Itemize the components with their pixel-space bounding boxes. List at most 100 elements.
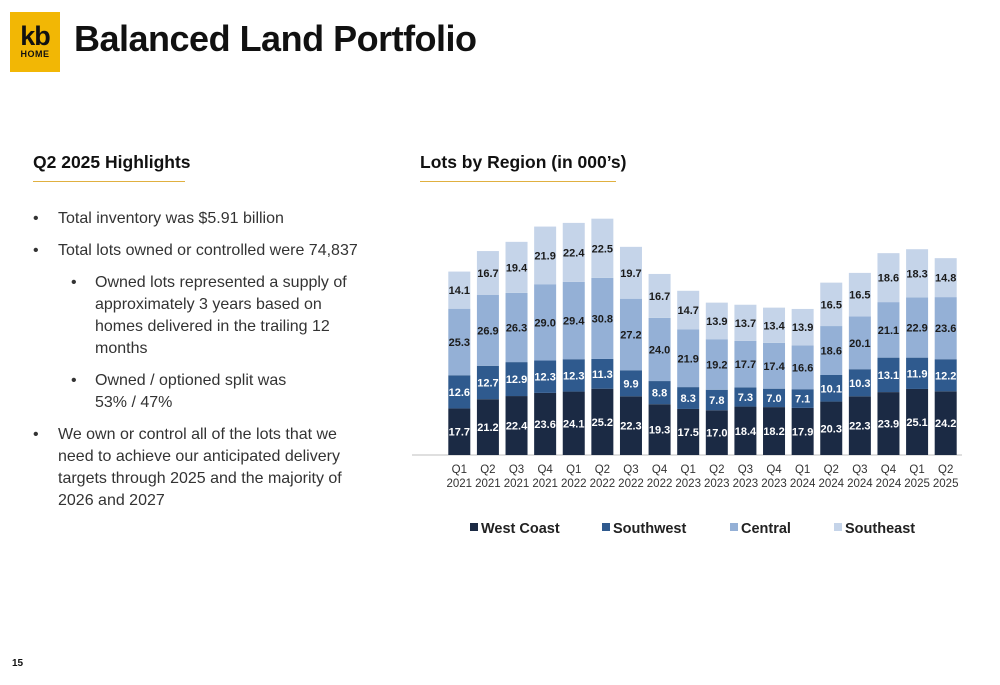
bar-value-label: 17.9	[792, 426, 813, 438]
bar-segment-central	[763, 342, 786, 389]
bar-segment-southwest	[877, 357, 900, 393]
legend-swatch-southeast	[834, 523, 842, 531]
highlights-rule	[33, 181, 185, 182]
bar-value-label: 22.9	[906, 323, 927, 335]
x-tick-quarter: Q3	[509, 464, 524, 476]
x-tick-year: 2025	[904, 478, 930, 490]
x-tick-quarter: Q4	[881, 464, 897, 476]
bar-segment-southeast	[677, 290, 700, 330]
bar-segment-southeast	[791, 308, 814, 346]
bar-segment-west-coast	[677, 408, 700, 455]
bar-value-label: 29.4	[563, 316, 585, 328]
bar-segment-central	[906, 297, 929, 358]
highlight-bullet: We own or control all of the lots that w…	[33, 424, 373, 512]
bar-segment-southeast	[648, 273, 671, 318]
bar-value-label: 30.8	[592, 313, 613, 325]
bar-segment-southeast	[848, 272, 871, 317]
x-tick-year: 2024	[876, 478, 902, 490]
bar-segment-west-coast	[534, 392, 557, 455]
bar-segment-central	[562, 281, 585, 360]
bar-value-label: 13.1	[878, 370, 899, 382]
x-tick-quarter: Q1	[795, 464, 810, 476]
bar-value-label: 27.2	[620, 329, 641, 341]
lots-by-region-chart: 17.7 12.6 25.3 14.1 Q1 2021 21.2 12.7 26.9 16.7 Q2…	[412, 205, 972, 535]
x-tick-quarter: Q1	[681, 464, 696, 476]
x-tick-year: 2021	[447, 478, 473, 490]
highlight-bullet: Total lots owned or controlled were 74,8…	[33, 240, 373, 262]
bar-segment-southwest	[705, 389, 728, 411]
x-tick-year: 2022	[590, 478, 616, 490]
bar-value-label: 17.7	[449, 427, 470, 439]
bar-segment-southeast	[820, 282, 843, 327]
bar-value-label: 18.4	[735, 426, 757, 438]
bar-value-label: 25.1	[906, 417, 927, 429]
bar-value-label: 14.7	[677, 305, 698, 317]
bar-value-label: 21.9	[677, 353, 698, 365]
bar-segment-southwest	[906, 357, 929, 389]
x-tick-quarter: Q1	[566, 464, 581, 476]
bar-segment-central	[877, 302, 900, 358]
bar-value-label: 23.6	[534, 419, 555, 431]
highlight-bullet: Total inventory was $5.91 billion	[33, 208, 373, 230]
bar-segment-southwest	[476, 365, 499, 400]
bar-segment-central	[705, 339, 728, 390]
bar-value-label: 25.2	[592, 417, 613, 429]
bar-value-label: 18.3	[906, 268, 927, 280]
bar-segment-central	[505, 292, 528, 363]
bar-segment-southeast	[705, 302, 728, 340]
bar-value-label: 21.2	[477, 422, 498, 434]
x-tick-quarter: Q3	[852, 464, 867, 476]
bar-segment-southeast	[619, 246, 642, 299]
bar-segment-west-coast	[763, 407, 786, 455]
bar-value-label: 24.2	[935, 418, 956, 430]
bar-value-label: 14.1	[449, 285, 470, 297]
legend-label-central: Central	[741, 521, 791, 535]
bar-value-label: 7.1	[795, 394, 810, 406]
highlights-list: Total inventory was $5.91 billion Total …	[33, 208, 373, 522]
bar-value-label: 26.9	[477, 325, 498, 337]
bar-value-label: 14.8	[935, 273, 956, 285]
bar-segment-southwest	[591, 358, 614, 389]
x-tick-quarter: Q2	[595, 464, 610, 476]
chart-heading: Lots by Region (in 000’s)	[420, 152, 627, 172]
x-tick-year: 2022	[618, 478, 644, 490]
x-tick-year: 2024	[790, 478, 816, 490]
bar-value-label: 12.2	[935, 370, 956, 382]
bar-segment-southeast	[734, 304, 757, 341]
bar-value-label: 20.1	[849, 338, 870, 350]
bar-segment-southwest	[448, 375, 471, 409]
x-tick-quarter: Q3	[623, 464, 638, 476]
bar-segment-central	[648, 317, 671, 382]
bar-value-label: 7.3	[738, 392, 753, 404]
x-tick-year: 2022	[647, 478, 673, 490]
bar-value-label: 22.3	[620, 421, 641, 433]
bar-segment-southeast	[763, 307, 786, 343]
legend-swatch-west-coast	[470, 523, 478, 531]
x-tick-year: 2022	[561, 478, 587, 490]
bar-value-label: 17.0	[706, 428, 727, 440]
bar-value-label: 13.9	[706, 316, 727, 328]
bar-segment-west-coast	[734, 406, 757, 455]
bar-segment-southeast	[534, 226, 557, 285]
bar-value-label: 13.7	[735, 318, 756, 330]
legend-label-southeast: Southeast	[845, 521, 915, 535]
x-tick-quarter: Q3	[738, 464, 753, 476]
bar-segment-southwest	[677, 387, 700, 409]
x-tick-quarter: Q4	[766, 464, 782, 476]
bar-segment-central	[619, 298, 642, 371]
bar-value-label: 9.9	[623, 378, 638, 390]
bar-value-label: 13.4	[763, 320, 785, 332]
x-tick-quarter: Q2	[480, 464, 495, 476]
bar-value-label: 21.9	[534, 250, 555, 262]
bar-segment-central	[591, 277, 614, 359]
legend-label-west-coast: West Coast	[481, 521, 560, 535]
bar-value-label: 17.4	[763, 361, 785, 373]
bar-value-label: 12.6	[449, 387, 470, 399]
bar-value-label: 11.9	[907, 368, 928, 380]
bar-value-label: 10.3	[849, 378, 870, 390]
bar-segment-west-coast	[476, 399, 499, 455]
bar-segment-southeast	[448, 271, 471, 309]
page-number: 15	[12, 658, 24, 669]
bar-value-label: 17.5	[677, 427, 698, 439]
